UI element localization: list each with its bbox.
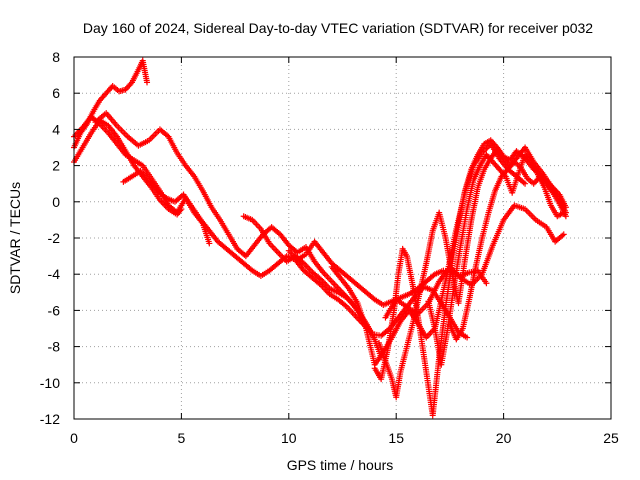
- data-point: [464, 334, 471, 341]
- x-tick-label: 0: [70, 430, 78, 446]
- x-tick-labels: 0 5 10 15 20 25: [70, 430, 619, 446]
- series-points: [425, 151, 567, 368]
- y-tick-label: 6: [52, 85, 60, 101]
- x-axis-label: GPS time / hours: [287, 457, 394, 473]
- y-tick-labels: 8 6 4 2 0 -2 -4 -6 -8 -10 -12: [40, 49, 60, 427]
- y-tick-label: 4: [52, 121, 60, 137]
- data-point: [206, 240, 213, 247]
- y-axis-label: SDTVAR / TECUs: [7, 182, 23, 294]
- y-tick-label: -2: [48, 230, 61, 246]
- grid-lines: [74, 57, 611, 419]
- data-point: [483, 280, 490, 287]
- series-points: [71, 117, 185, 218]
- axis-ticks: [73, 56, 612, 420]
- data-point: [522, 180, 529, 187]
- x-tick-label: 25: [603, 430, 619, 446]
- x-tick-label: 5: [178, 430, 186, 446]
- chart-title: Day 160 of 2024, Sidereal Day-to-day VTE…: [83, 20, 593, 36]
- series-points: [446, 158, 569, 343]
- y-tick-label: 2: [52, 158, 60, 174]
- data-point: [177, 207, 184, 214]
- y-tick-label: -12: [40, 411, 60, 427]
- data-marks: [71, 57, 569, 419]
- y-tick-label: -6: [48, 302, 61, 318]
- x-tick-label: 10: [281, 430, 297, 446]
- data-point: [144, 79, 151, 86]
- y-tick-label: -10: [40, 375, 60, 391]
- series-points: [382, 202, 567, 321]
- y-tick-label: 8: [52, 49, 60, 65]
- data-point: [560, 231, 567, 238]
- y-tick-label: 0: [52, 194, 60, 210]
- y-tick-label: -8: [48, 339, 61, 355]
- x-tick-label: 20: [496, 430, 512, 446]
- y-tick-label: -4: [48, 266, 61, 282]
- x-tick-label: 15: [388, 430, 404, 446]
- series-points: [120, 168, 374, 336]
- data-point: [562, 213, 569, 220]
- data-point: [178, 206, 185, 213]
- series-points: [92, 110, 385, 361]
